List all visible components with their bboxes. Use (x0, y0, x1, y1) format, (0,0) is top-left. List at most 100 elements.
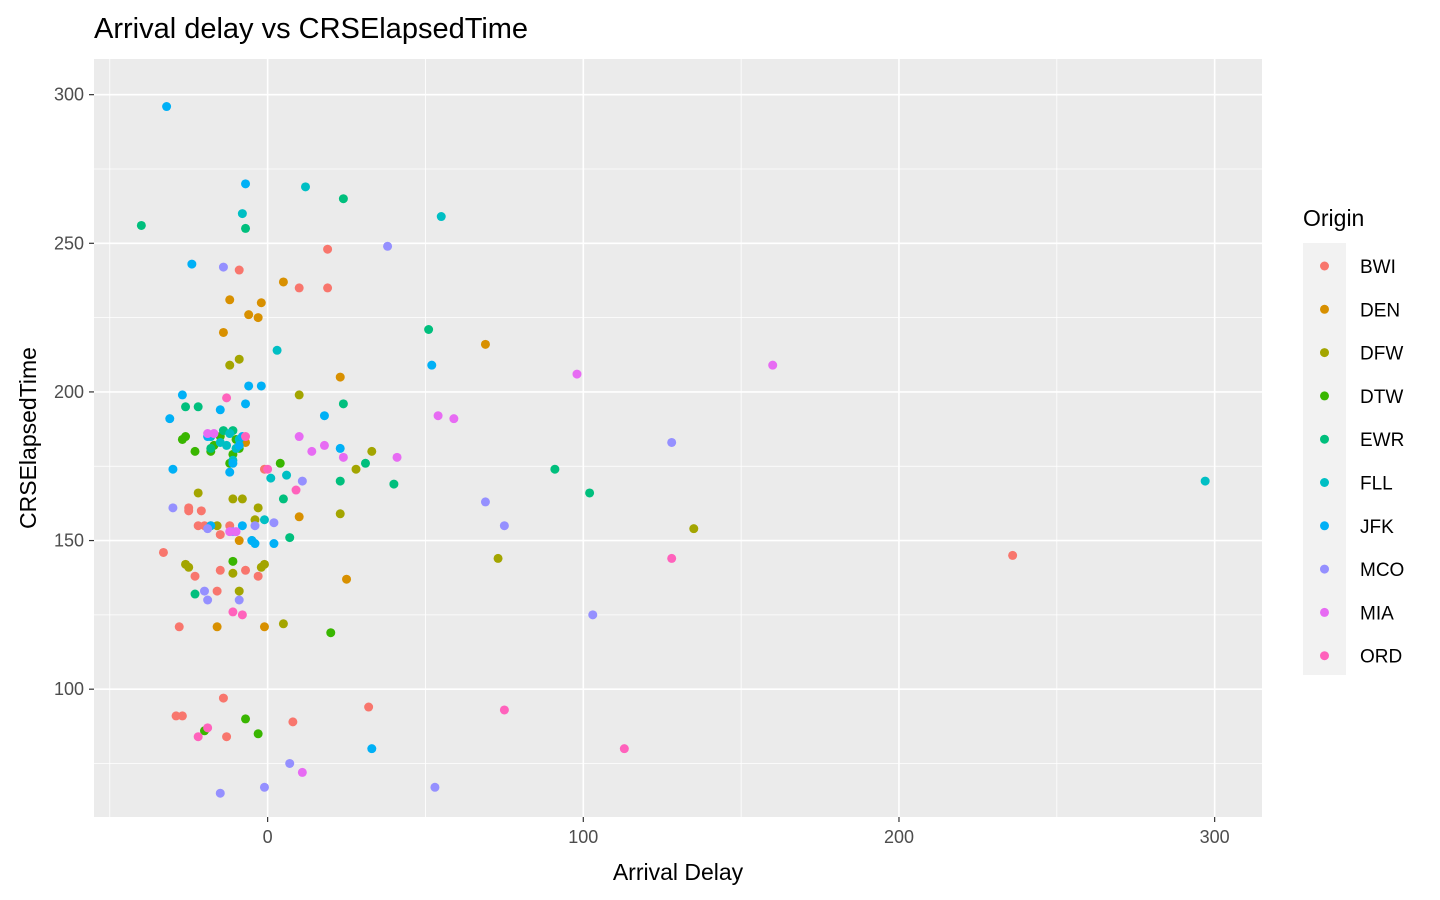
point-mia (209, 429, 219, 439)
point-dfw (351, 464, 361, 474)
point-fll (282, 470, 292, 480)
point-bwi (158, 547, 168, 557)
point-ewr (206, 443, 216, 453)
point-mco (215, 788, 225, 798)
point-ord (237, 610, 247, 620)
point-jfk (319, 411, 329, 421)
y-axis-ticks: 100 150 200 250 300 (54, 85, 94, 699)
point-ewr (181, 402, 191, 412)
point-dfw (184, 562, 194, 572)
point-jfk (256, 381, 266, 391)
point-ewr (338, 194, 348, 204)
point-mco (285, 758, 295, 768)
legend-key-den (1320, 304, 1329, 314)
point-jfk (241, 179, 251, 189)
point-bwi (323, 283, 333, 293)
point-bwi (294, 283, 304, 293)
point-dtw (190, 446, 200, 456)
point-dtw (241, 714, 251, 724)
point-fll (266, 473, 276, 483)
point-dfw (278, 619, 288, 629)
point-mia (294, 432, 304, 442)
legend-key-ord (1320, 651, 1329, 661)
point-mia (307, 446, 317, 456)
point-mco (203, 524, 213, 534)
point-fll (259, 515, 269, 525)
legend-label-jfk: JFK (1360, 517, 1394, 538)
point-ewr (585, 488, 595, 498)
point-jfk (165, 414, 175, 424)
point-mia (319, 440, 329, 450)
point-den (218, 327, 228, 337)
x-tick-label: 100 (568, 827, 598, 847)
point-jfk (250, 539, 260, 549)
legend-key-mco (1320, 564, 1329, 574)
point-dfw (234, 354, 244, 364)
point-ord (203, 723, 213, 733)
major-gridlines (94, 59, 1262, 817)
point-jfk (234, 440, 244, 450)
point-dtw (253, 729, 263, 739)
point-ewr (136, 220, 146, 230)
point-mco (218, 262, 228, 272)
point-dtw (275, 458, 285, 468)
point-dfw (228, 568, 238, 578)
point-den (212, 622, 222, 632)
point-ord (263, 464, 273, 474)
point-dfw (212, 521, 222, 531)
point-fll (436, 212, 446, 222)
point-bwi (215, 565, 225, 575)
point-mco (588, 610, 598, 620)
x-tick-label: 200 (884, 827, 914, 847)
point-jfk (177, 390, 187, 400)
point-dfw (493, 553, 503, 563)
point-dfw (225, 360, 235, 370)
point-ewr (424, 325, 434, 335)
point-jfk (225, 467, 235, 477)
point-fll (272, 345, 282, 355)
point-bwi (323, 244, 333, 254)
point-dfw (193, 488, 203, 498)
point-den (259, 622, 269, 632)
point-jfk (244, 381, 254, 391)
point-bwi (234, 265, 244, 275)
point-dfw (234, 586, 244, 596)
point-den (253, 313, 263, 323)
legend: Origin BWI DEN DFW DTW EWR FLL JFK MCO MIA ORD (1303, 205, 1404, 675)
point-mco (480, 497, 490, 507)
point-jfk (162, 102, 172, 112)
point-bwi (193, 521, 203, 531)
point-dtw (326, 628, 336, 638)
point-bwi (174, 622, 184, 632)
point-ewr (550, 464, 560, 474)
point-dfw (228, 494, 238, 504)
point-den (234, 536, 244, 546)
point-bwi (177, 711, 187, 721)
point-mia (433, 411, 443, 421)
point-den (278, 277, 288, 287)
point-jfk (228, 458, 238, 468)
point-ord (291, 485, 301, 495)
legend-items: BWI DEN DFW DTW EWR FLL JFK MCO MIA ORD (1320, 257, 1404, 668)
point-ewr (190, 589, 200, 599)
legend-label-ewr: EWR (1360, 430, 1404, 451)
point-ewr (389, 479, 399, 489)
plot-panel (94, 59, 1262, 817)
point-bwi (215, 530, 225, 540)
point-dfw (689, 524, 699, 534)
legend-label-mia: MIA (1360, 603, 1394, 624)
point-mco (250, 521, 260, 531)
x-axis-title: Arrival Delay (613, 859, 744, 885)
point-jfk (168, 464, 178, 474)
point-den (480, 339, 490, 349)
point-dfw (237, 494, 247, 504)
y-tick-label: 100 (54, 679, 84, 699)
point-bwi (253, 571, 263, 581)
point-mia (231, 527, 241, 537)
point-mia (203, 429, 213, 439)
point-dtw (228, 556, 238, 566)
y-tick-label: 300 (54, 85, 84, 105)
chart-title: Arrival delay vs CRSElapsedTime (94, 13, 528, 45)
point-mia (572, 369, 582, 379)
